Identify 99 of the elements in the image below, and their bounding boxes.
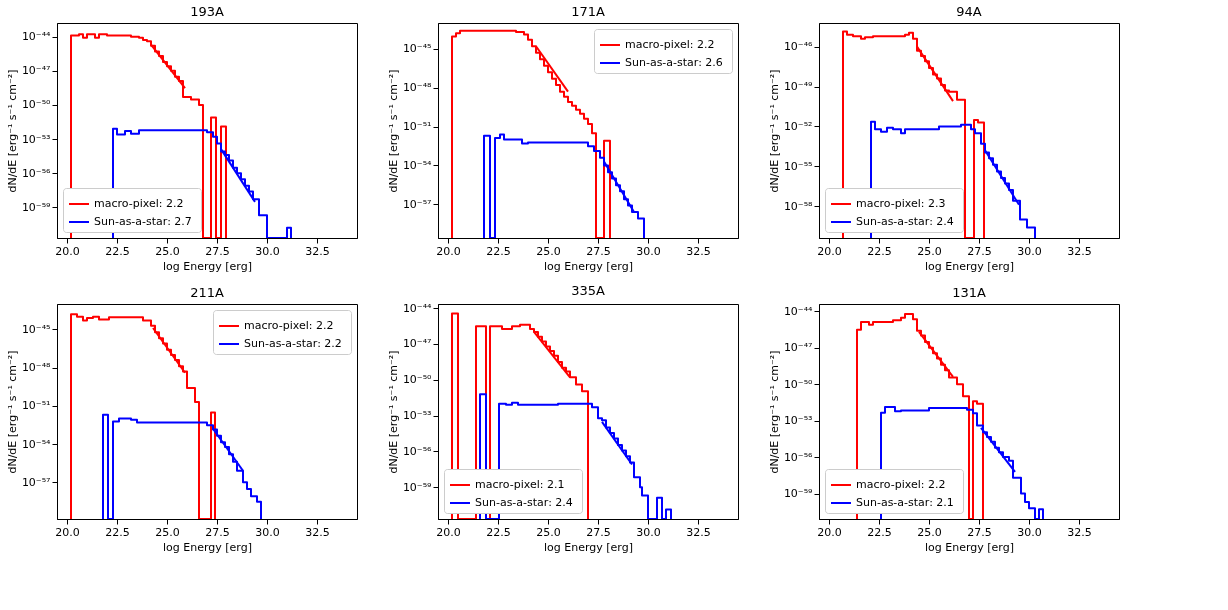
y-tick-label: 10⁻⁵⁰: [402, 373, 433, 387]
legend-label: macro-pixel: 2.2: [625, 38, 715, 51]
y-tick-label: 10⁻⁵⁶: [783, 450, 814, 464]
x-tick-label: 27.5: [205, 525, 230, 539]
y-tick-label: 10⁻⁴⁸: [21, 361, 52, 375]
x-tick-label: 20.0: [55, 525, 80, 539]
y-tick-label: 10⁻⁵⁰: [21, 98, 52, 112]
y-tick-label: 10⁻⁴⁵: [402, 42, 432, 56]
y-tick-label: 10⁻⁴⁹: [783, 80, 813, 94]
x-tick-label: 25.0: [536, 244, 561, 258]
x-tick-label: 27.5: [205, 244, 230, 258]
legend-label: Sun-as-a-star: 2.4: [856, 215, 954, 228]
x-tick-label: 22.5: [486, 244, 511, 258]
x-tick-label: 22.5: [105, 244, 130, 258]
y-tick-label: 10⁻⁵¹: [402, 120, 432, 134]
y-tick-label: 10⁻⁵⁷: [21, 475, 51, 489]
x-tick-label: 27.5: [967, 244, 992, 258]
legend-label: macro-pixel: 2.3: [856, 197, 946, 210]
x-tick-label: 30.0: [636, 525, 661, 539]
x-tick-label: 22.5: [867, 525, 892, 539]
y-tick-label: 10⁻⁵⁹: [21, 200, 51, 214]
y-tick-label: 10⁻⁴⁶: [783, 40, 814, 54]
legend-label: Sun-as-a-star: 2.7: [94, 215, 192, 228]
y-tick-label: 10⁻⁴⁴: [783, 304, 814, 318]
x-axis-title: log Energy [erg]: [163, 259, 252, 273]
y-tick-label: 10⁻⁴⁸: [402, 81, 433, 95]
legend-label: Sun-as-a-star: 2.2: [244, 337, 342, 350]
legend-label: Sun-as-a-star: 2.6: [625, 56, 723, 69]
chart-title: 211A: [190, 285, 224, 300]
x-tick-label: 20.0: [436, 525, 461, 539]
x-axis-title: log Energy [erg]: [925, 540, 1014, 554]
y-tick-label: 10⁻⁵³: [402, 409, 432, 423]
chart-title: 94A: [956, 4, 982, 19]
x-tick-label: 20.0: [436, 244, 461, 258]
x-tick-label: 30.0: [1017, 244, 1042, 258]
y-tick-label: 10⁻⁴⁴: [402, 301, 433, 315]
y-tick-label: 10⁻⁵⁴: [21, 437, 52, 451]
x-axis-title: log Energy [erg]: [544, 259, 633, 273]
x-tick-label: 25.0: [155, 525, 180, 539]
y-tick-label: 10⁻⁵⁹: [402, 480, 432, 494]
y-tick-label: 10⁻⁵²: [783, 119, 813, 133]
y-axis-title: dN/dE [erg⁻¹ s⁻¹ cm⁻²]: [767, 69, 781, 193]
legend-label: macro-pixel: 2.2: [94, 197, 184, 210]
y-tick-label: 10⁻⁵¹: [21, 399, 51, 413]
y-tick-label: 10⁻⁵⁴: [402, 158, 433, 172]
y-axis-title: dN/dE [erg⁻¹ s⁻¹ cm⁻²]: [5, 69, 19, 193]
legend-label: macro-pixel: 2.2: [244, 319, 334, 332]
legend-label: Sun-as-a-star: 2.1: [856, 496, 954, 509]
y-tick-label: 10⁻⁴⁷: [402, 337, 432, 351]
x-tick-label: 27.5: [967, 525, 992, 539]
legend-label: macro-pixel: 2.2: [856, 478, 946, 491]
y-axis-title: dN/dE [erg⁻¹ s⁻¹ cm⁻²]: [5, 350, 19, 474]
x-tick-label: 30.0: [636, 244, 661, 258]
chart-title: 193A: [190, 4, 224, 19]
legend-label: macro-pixel: 2.1: [475, 478, 565, 491]
y-tick-label: 10⁻⁵⁶: [402, 444, 433, 458]
x-tick-label: 32.5: [686, 525, 711, 539]
chart-title: 171A: [571, 4, 605, 19]
x-tick-label: 20.0: [817, 244, 842, 258]
y-tick-label: 10⁻⁵⁷: [402, 197, 432, 211]
y-tick-label: 10⁻⁵⁸: [783, 199, 814, 213]
y-axis-title: dN/dE [erg⁻¹ s⁻¹ cm⁻²]: [386, 350, 400, 474]
legend-label: Sun-as-a-star: 2.4: [475, 496, 573, 509]
y-tick-label: 10⁻⁵⁰: [783, 377, 814, 391]
y-axis-title: dN/dE [erg⁻¹ s⁻¹ cm⁻²]: [386, 69, 400, 193]
x-tick-label: 25.0: [917, 244, 942, 258]
y-axis-title: dN/dE [erg⁻¹ s⁻¹ cm⁻²]: [767, 350, 781, 474]
y-tick-label: 10⁻⁴⁷: [783, 341, 813, 355]
chart-title: 335A: [571, 283, 605, 299]
x-tick-label: 30.0: [255, 525, 280, 539]
y-tick-label: 10⁻⁵⁶: [21, 166, 52, 180]
x-tick-label: 30.0: [255, 244, 280, 258]
x-tick-label: 20.0: [817, 525, 842, 539]
x-tick-label: 32.5: [1067, 244, 1092, 258]
x-tick-label: 27.5: [586, 525, 611, 539]
x-axis-title: log Energy [erg]: [544, 540, 633, 554]
x-tick-label: 32.5: [686, 244, 711, 258]
y-tick-label: 10⁻⁵⁹: [783, 487, 813, 501]
y-tick-label: 10⁻⁴⁴: [21, 30, 52, 44]
chart-title: 131A: [952, 285, 986, 300]
y-tick-label: 10⁻⁵³: [783, 414, 813, 428]
x-tick-label: 22.5: [486, 525, 511, 539]
x-tick-label: 32.5: [305, 525, 330, 539]
x-tick-label: 27.5: [586, 244, 611, 258]
x-axis-title: log Energy [erg]: [925, 259, 1014, 273]
y-tick-label: 10⁻⁵³: [21, 132, 51, 146]
x-tick-label: 32.5: [305, 244, 330, 258]
x-tick-label: 32.5: [1067, 525, 1092, 539]
x-tick-label: 22.5: [867, 244, 892, 258]
x-tick-label: 22.5: [105, 525, 130, 539]
x-tick-label: 25.0: [155, 244, 180, 258]
x-tick-label: 25.0: [536, 525, 561, 539]
x-tick-label: 30.0: [1017, 525, 1042, 539]
x-tick-label: 20.0: [55, 244, 80, 258]
x-axis-title: log Energy [erg]: [163, 540, 252, 554]
x-tick-label: 25.0: [917, 525, 942, 539]
y-tick-label: 10⁻⁴⁵: [21, 322, 51, 336]
y-tick-label: 10⁻⁴⁷: [21, 64, 51, 78]
y-tick-label: 10⁻⁵⁵: [783, 159, 813, 173]
